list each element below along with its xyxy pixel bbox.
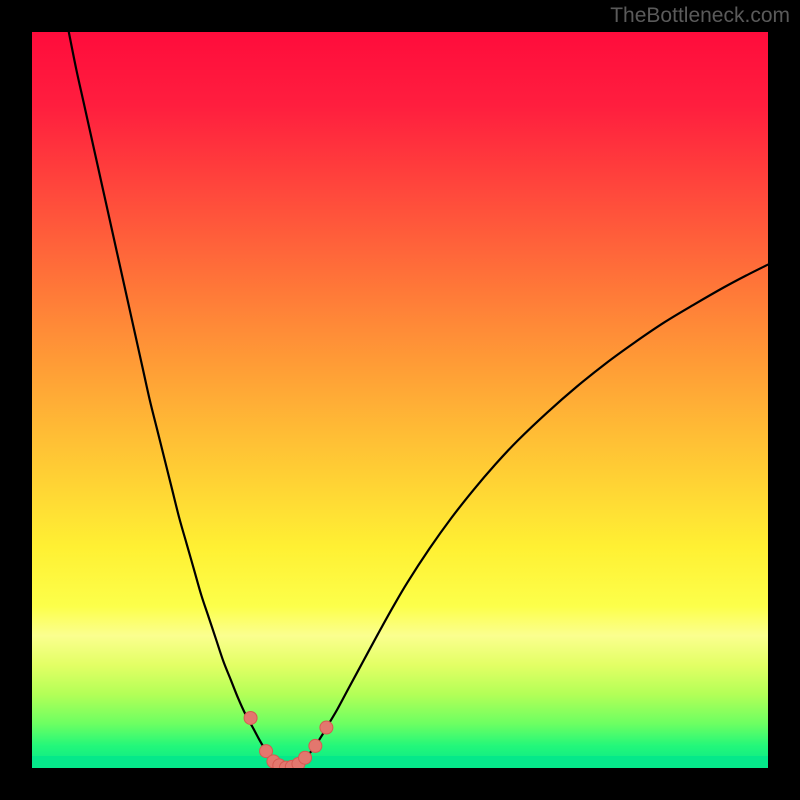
chart-svg-layer	[32, 32, 768, 768]
watermark-text: TheBottleneck.com	[610, 4, 790, 28]
data-marker	[299, 751, 312, 764]
plot-area	[32, 32, 768, 768]
data-marker	[244, 711, 257, 724]
bottleneck-curve	[69, 32, 768, 768]
data-marker	[309, 739, 322, 752]
data-marker	[320, 721, 333, 734]
